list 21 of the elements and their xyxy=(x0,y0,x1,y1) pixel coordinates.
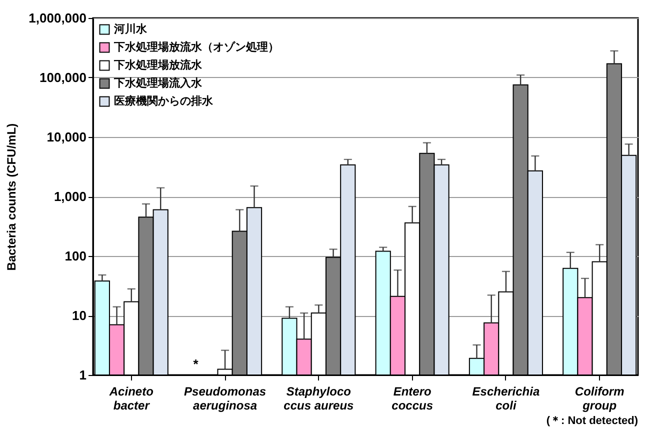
annotation: * xyxy=(193,356,200,372)
y-tick-label: 10 xyxy=(72,308,86,323)
legend-label: 下水処理場流入水 xyxy=(113,76,203,90)
y-tick-label: 1,000,000 xyxy=(28,10,86,26)
x-tick-label: Entero coccus xyxy=(392,384,434,412)
legend-label: 下水処理場放流水（オゾン処理） xyxy=(113,40,279,54)
x-tick-label: Pseudomonas aeruginosa xyxy=(184,384,266,412)
x-tick-label: Acineto bacter xyxy=(108,384,154,412)
y-tick-label: 100 xyxy=(64,248,86,264)
y-tick-label: 100,000 xyxy=(40,70,86,85)
y-tick-label: 10,000 xyxy=(46,130,86,144)
x-tick-label: Coliform group xyxy=(574,384,625,412)
x-tick-label: Staphyloco ccus aureus xyxy=(284,384,354,412)
x-tick-label: Escherichia coli xyxy=(472,384,540,412)
legend-label: 下水処理場放流水 xyxy=(113,58,203,72)
y-tick-label: 1 xyxy=(79,368,86,382)
legend-label: 医療機関からの排水 xyxy=(114,94,214,108)
y-tick-label: 1,000 xyxy=(54,189,86,204)
text: (＊: Not detected) xyxy=(546,415,638,427)
legend-label: 河川水 xyxy=(113,22,148,36)
y-axis-title: Bacteria counts (CFU/mL) xyxy=(4,123,19,271)
